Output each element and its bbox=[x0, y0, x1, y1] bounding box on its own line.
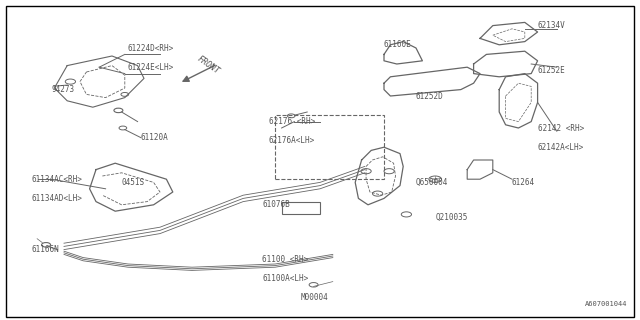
Text: 62176A<LH>: 62176A<LH> bbox=[269, 136, 315, 145]
Text: 61224E<LH>: 61224E<LH> bbox=[128, 63, 174, 72]
Text: 61160E: 61160E bbox=[384, 40, 412, 49]
Text: 61100 <RH>: 61100 <RH> bbox=[262, 255, 308, 264]
Text: 61252E: 61252E bbox=[538, 66, 565, 75]
Text: 61100A<LH>: 61100A<LH> bbox=[262, 274, 308, 283]
Text: 62142A<LH>: 62142A<LH> bbox=[538, 143, 584, 152]
Text: 61264: 61264 bbox=[512, 178, 535, 187]
Text: 61120A: 61120A bbox=[141, 133, 168, 142]
Text: 0451S: 0451S bbox=[122, 178, 145, 187]
Text: FRONT: FRONT bbox=[195, 55, 221, 76]
Text: 62134V: 62134V bbox=[538, 21, 565, 30]
Text: M00004: M00004 bbox=[301, 293, 328, 302]
Text: 62176 <RH>: 62176 <RH> bbox=[269, 117, 315, 126]
Text: 94273: 94273 bbox=[51, 85, 74, 94]
Text: 61224D<RH>: 61224D<RH> bbox=[128, 44, 174, 52]
Text: 61076B: 61076B bbox=[262, 200, 290, 209]
Text: 61134AD<LH>: 61134AD<LH> bbox=[32, 194, 83, 203]
Text: Q210035: Q210035 bbox=[435, 213, 468, 222]
Text: Q650004: Q650004 bbox=[416, 178, 449, 187]
Text: 61166N: 61166N bbox=[32, 245, 60, 254]
Text: A607001044: A607001044 bbox=[585, 301, 627, 307]
Text: 62142 <RH>: 62142 <RH> bbox=[538, 124, 584, 132]
Text: 61134AC<RH>: 61134AC<RH> bbox=[32, 175, 83, 184]
Text: 61252D: 61252D bbox=[416, 92, 444, 100]
